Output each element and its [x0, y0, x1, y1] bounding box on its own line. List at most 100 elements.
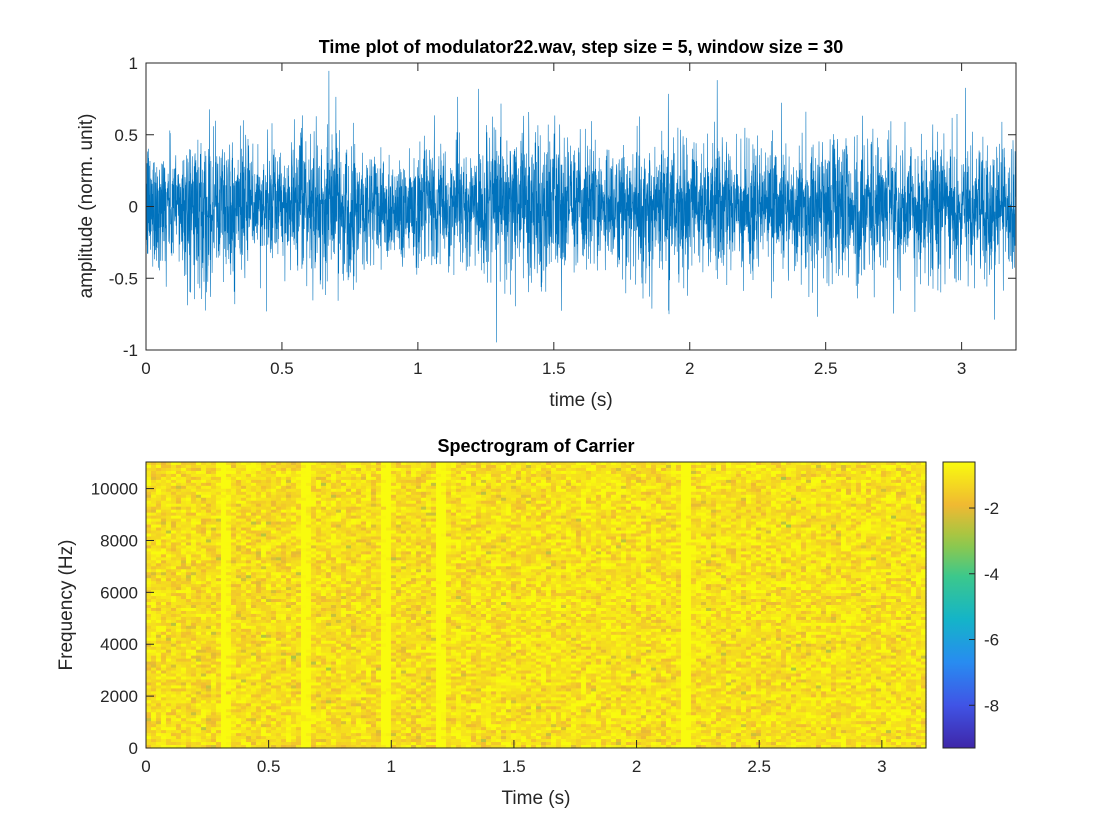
spectrogram-cell — [201, 745, 207, 749]
spectrogram-cell — [176, 521, 182, 526]
spectrogram-cell — [176, 607, 182, 612]
spectrogram-cell — [186, 721, 192, 725]
spectrogram-cell — [151, 673, 157, 678]
spectrogram-cell — [146, 622, 152, 627]
spectrogram-cell — [206, 491, 212, 496]
spectrogram-cell — [181, 503, 187, 508]
spectrogram-cell — [146, 697, 152, 701]
spectrogram-cell — [191, 578, 197, 582]
spectrogram-cell — [176, 497, 182, 502]
spectrogram-cell — [186, 533, 192, 538]
spectrogram-cell — [181, 536, 187, 541]
spectrogram-cell — [181, 640, 187, 645]
spectrogram-cell — [171, 593, 177, 597]
spectrogram-cell — [191, 730, 197, 734]
spectrogram-cell — [181, 634, 187, 639]
spectrogram-cell — [151, 506, 157, 511]
spectrogram-cell — [171, 500, 177, 505]
spectrogram-cell — [181, 733, 187, 737]
spectrogram-cell — [201, 676, 207, 681]
spectrogram-cell — [196, 482, 202, 487]
spectrogram-cell — [156, 521, 162, 526]
spectrogram-cell — [171, 697, 177, 701]
spectrogram-cell — [156, 691, 162, 695]
spectrogram-cell — [151, 607, 157, 612]
spectrogram-cell — [176, 655, 182, 660]
spectrogram-cell — [166, 551, 172, 555]
spectrogram-cell — [171, 709, 177, 713]
spectrogram-cell — [186, 616, 192, 621]
spectrogram-cell — [171, 736, 177, 740]
spectrogram-cell — [156, 670, 162, 675]
spectrogram-cell — [201, 730, 207, 734]
spectrogram-cell — [201, 479, 207, 484]
spectrogram-cell — [146, 605, 152, 609]
spectrogram-cell — [161, 557, 167, 561]
spectrogram-cell — [166, 610, 172, 615]
spectrogram-cell — [191, 575, 197, 579]
spectrogram-cell — [161, 619, 167, 624]
spectrogram-cell — [191, 587, 197, 591]
spectrogram-cell — [191, 631, 197, 636]
spectrogram-cell — [201, 509, 207, 514]
spectrogram-cell — [161, 733, 167, 737]
spectrogram-cell — [161, 745, 167, 749]
spectrogram-cell — [156, 548, 162, 552]
spectrogram-cell — [171, 581, 177, 585]
spectrogram-cell — [206, 503, 212, 508]
spectrogram-cell — [151, 613, 157, 618]
spectrogram-cell — [166, 539, 172, 544]
spectrogram-cell — [191, 482, 197, 487]
spectrogram-cell — [161, 706, 167, 710]
spectrogram-cell — [151, 512, 157, 517]
spectrogram-cell — [201, 622, 207, 627]
spectrogram-cell — [186, 503, 192, 508]
spectrogram-cell — [151, 605, 157, 609]
spectrogram-cell — [181, 575, 187, 579]
spectrogram-cell — [191, 667, 197, 672]
spectrogram-cell — [176, 536, 182, 541]
spectrogram-cell — [156, 610, 162, 615]
spectrogram-cell — [191, 712, 197, 716]
spectrogram-cell — [206, 539, 212, 544]
spectrogram-cell — [191, 476, 197, 481]
spectrogram-cell — [146, 557, 152, 561]
spectrogram-cell — [156, 464, 162, 469]
spectrogram-cell — [151, 560, 157, 564]
spectrogram-cell — [191, 542, 197, 547]
spectrogram-cell — [146, 485, 152, 490]
spectrogram-cell — [171, 602, 177, 606]
spectrogram-cell — [166, 625, 172, 630]
spectrogram-cell — [196, 551, 202, 555]
spectrogram-cell — [166, 605, 172, 609]
spectrogram-cell — [151, 712, 157, 716]
spectrogram-cell — [166, 473, 172, 478]
spectrogram-cell — [186, 575, 192, 579]
spectrogram-cell — [176, 473, 182, 478]
spectrogram-cell — [156, 649, 162, 654]
spectrogram-cell — [196, 509, 202, 514]
spectrogram-cell — [166, 497, 172, 502]
spectrogram-cell — [146, 712, 152, 716]
spectrogram-cell — [166, 584, 172, 588]
spectrogram-cell — [146, 682, 152, 687]
spectrogram-cell — [151, 724, 157, 728]
spectrogram-cell — [146, 676, 152, 681]
spectrogram-cell — [181, 488, 187, 493]
spectrogram-cell — [201, 602, 207, 606]
spectrogram-cell — [186, 518, 192, 523]
spectrogram-cell — [146, 491, 152, 496]
spectrogram-cell — [151, 587, 157, 591]
spectrogram-cell — [176, 506, 182, 511]
spectrogram-cell — [146, 551, 152, 555]
spectrogram-cell — [196, 569, 202, 573]
spectrogram-cell — [181, 724, 187, 728]
spectrogram-cell — [171, 682, 177, 687]
spectrogram-cell — [176, 512, 182, 517]
spectrogram-cell — [186, 709, 192, 713]
spectrogram-cell — [191, 602, 197, 606]
spectrogram-cell — [201, 491, 207, 496]
spectrogram-cell — [151, 533, 157, 538]
spectrogram-cell — [171, 479, 177, 484]
spectrogram-cell — [156, 733, 162, 737]
